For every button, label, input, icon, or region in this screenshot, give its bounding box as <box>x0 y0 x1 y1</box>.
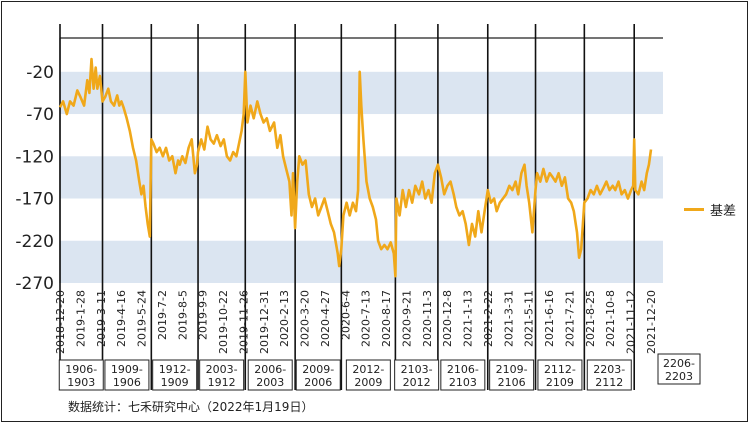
contract-label-box: 2006-2003 <box>247 359 293 391</box>
contract-label-border <box>295 359 341 391</box>
x-tick-label: 2020-3-20 <box>299 290 312 347</box>
x-tick-label: 2019-12-31 <box>258 290 271 354</box>
contract-label-box: 2112-2109 <box>537 359 583 391</box>
x-tick-label: 2021-10-8 <box>604 290 617 347</box>
x-tick-label: 2020-7-13 <box>360 290 373 347</box>
y-tick-label: -20 <box>26 63 54 83</box>
x-tick-label: 2021-11-12 <box>625 290 638 354</box>
x-tick-label: 2020-9-21 <box>400 290 413 347</box>
contract-label-line1: 2009- <box>302 363 334 376</box>
contract-label-line1: 2112- <box>544 363 576 376</box>
legend: 基差 <box>684 200 736 219</box>
x-tick-label: 2019-1-28 <box>74 290 87 347</box>
contract-label-box: 2103-2012 <box>394 359 440 391</box>
contract-label-box: 2206-2203 <box>657 353 701 385</box>
x-tick-label: 2021-12-20 <box>645 290 658 354</box>
contract-label-border <box>345 359 391 391</box>
contract-label-line2: 2012 <box>403 376 431 389</box>
x-tick-label: 2021-7-21 <box>563 290 576 347</box>
contract-label-line2: 2109 <box>546 376 574 389</box>
y-tick-label: -70 <box>26 105 54 125</box>
x-tick-label: 2021-1-13 <box>462 290 475 347</box>
contract-label-line2: 1909 <box>161 376 189 389</box>
contract-label-border <box>247 359 293 391</box>
x-tick-label: 2021-6-16 <box>543 290 556 347</box>
y-tick-label: -120 <box>15 147 54 167</box>
x-tick-label: 2018-12-20 <box>54 290 67 354</box>
grid-band <box>60 156 663 199</box>
contract-label-border <box>537 359 583 391</box>
contract-label-line1: 2206- <box>663 357 695 370</box>
contract-label-border <box>657 353 701 385</box>
contract-label-line2: 2009 <box>354 376 382 389</box>
contract-label-box: 2009-2006 <box>295 359 341 391</box>
contract-label-line2: 2106 <box>498 376 526 389</box>
contract-label-box: 2106-2103 <box>440 359 486 391</box>
contract-label-line1: 2012- <box>352 363 384 376</box>
contract-label-line2: 1906 <box>113 376 141 389</box>
x-tick-label: 2020-12-8 <box>441 290 454 347</box>
contract-label-border <box>152 359 198 391</box>
x-tick-label: 2020-2-13 <box>278 290 291 347</box>
x-tick-label: 2020-8-17 <box>380 290 393 347</box>
contract-label-line2: 2103 <box>449 376 477 389</box>
x-tick-label: 2021-2-22 <box>482 290 495 347</box>
contract-label-border <box>440 359 486 391</box>
contract-label-line2: 2112 <box>595 376 623 389</box>
y-tick-label: -220 <box>15 232 54 252</box>
series-line-basis <box>58 57 653 278</box>
contract-label-line2: 2203 <box>665 370 693 383</box>
data-source-note: 数据统计：七禾研究中心（2022年1月19日） <box>68 400 314 414</box>
contract-label-box: 2012-2009 <box>345 359 391 391</box>
contract-label-border <box>489 359 535 391</box>
x-tick-label: 2019-5-24 <box>136 290 149 347</box>
contract-label-line1: 1909- <box>111 363 143 376</box>
x-tick-label: 2019-10-22 <box>217 290 230 354</box>
contract-label-box: 2109-2106 <box>489 359 535 391</box>
x-tick-label: 2021-5-11 <box>523 290 536 347</box>
contract-label-line2: 2003 <box>256 376 284 389</box>
contract-label-box: 2203-2112 <box>586 359 632 391</box>
grid-band <box>60 240 663 283</box>
contract-label-border <box>199 359 245 391</box>
contract-label-line1: 2006- <box>254 363 286 376</box>
contract-label-line1: 2203- <box>593 363 625 376</box>
y-tick-label: -170 <box>15 190 54 210</box>
contract-label-line1: 2103- <box>401 363 433 376</box>
x-tick-label: 2019-11-26 <box>237 290 250 354</box>
contract-label-border <box>58 359 104 391</box>
legend-swatch <box>684 208 704 211</box>
x-tick-label: 2019-3-11 <box>95 290 108 347</box>
x-tick-label: 2021-8-25 <box>584 290 597 347</box>
y-tick-label: -270 <box>15 274 54 294</box>
contract-label-line2: 1912 <box>208 376 236 389</box>
contract-label-box: 1906-1903 <box>58 359 104 391</box>
contract-label-line2: 2006 <box>304 376 332 389</box>
contract-label-box: 2003-1912 <box>199 359 245 391</box>
contract-label-border <box>394 359 440 391</box>
x-tick-label: 2021-3-31 <box>502 290 515 347</box>
contract-label-box: 1912-1909 <box>152 359 198 391</box>
x-tick-label: 2019-9-9 <box>197 290 210 340</box>
contract-label-line2: 1903 <box>67 376 95 389</box>
contract-label-border <box>104 359 150 391</box>
x-tick-label: 2019-7-2 <box>156 290 169 340</box>
contract-label-line1: 2106- <box>447 363 479 376</box>
contract-label-line1: 2003- <box>206 363 238 376</box>
x-tick-label: 2020-11-3 <box>421 290 434 347</box>
x-tick-label: 2020-6-4 <box>339 290 352 340</box>
contract-label-line1: 2109- <box>496 363 528 376</box>
contract-label-box: 1909-1906 <box>104 359 150 391</box>
contract-label-border <box>586 359 632 391</box>
contract-label-line1: 1906- <box>65 363 97 376</box>
contract-label-line1: 1912- <box>159 363 191 376</box>
legend-label: 基差 <box>710 204 737 219</box>
x-tick-label: 2020-4-27 <box>319 290 332 347</box>
x-tick-label: 2019-8-5 <box>176 290 189 340</box>
x-tick-label: 2019-4-16 <box>115 290 128 347</box>
